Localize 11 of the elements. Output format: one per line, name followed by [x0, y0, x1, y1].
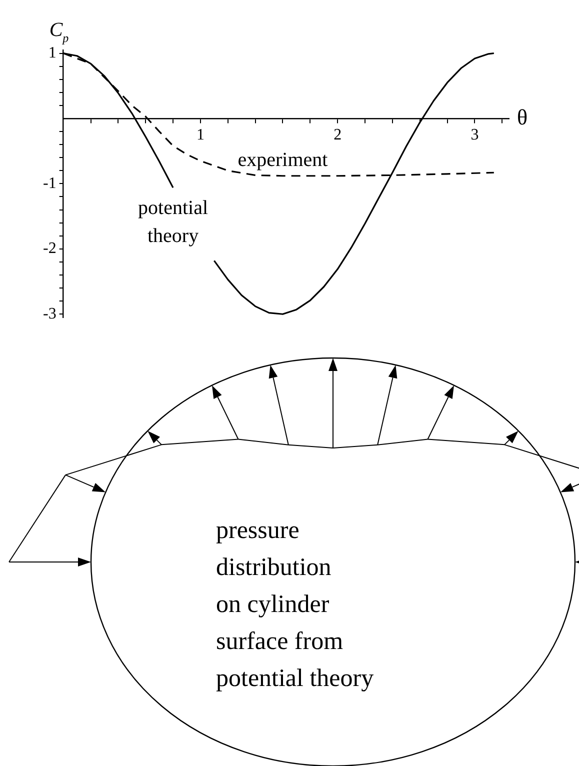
y-tick-label: 1: [48, 44, 56, 62]
series-label: potential theory: [138, 197, 208, 248]
x-tick-label: 2: [334, 126, 342, 144]
series-label: experiment: [238, 148, 328, 171]
y-tick-label: -3: [43, 305, 56, 322]
x-axis-title: θ: [517, 104, 528, 130]
x-tick-label: 3: [470, 126, 479, 144]
y-tick-label: -2: [43, 240, 56, 258]
x-tick-label: 1: [196, 126, 204, 144]
y-tick-label: -1: [43, 174, 56, 192]
text: pressure distribution on cylinder surface from potential theory: [216, 516, 375, 694]
